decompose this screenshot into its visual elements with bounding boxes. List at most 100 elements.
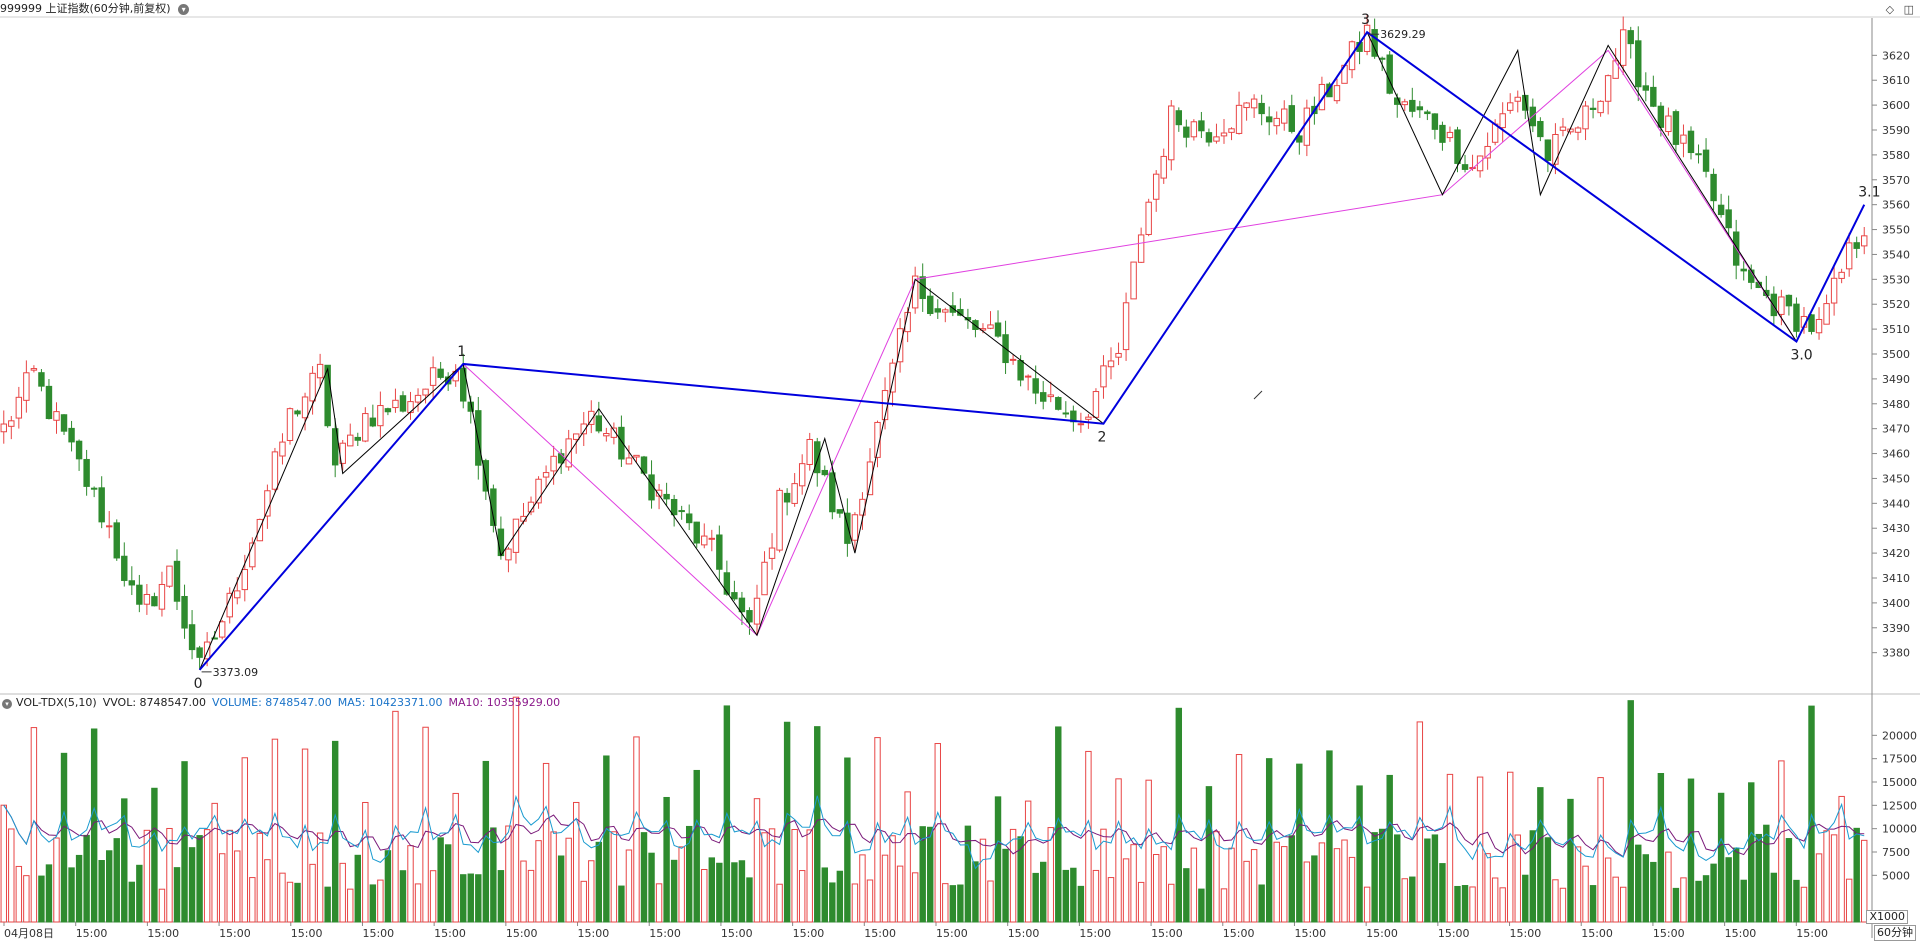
volume-bar xyxy=(979,838,987,923)
volume-bar xyxy=(1303,861,1311,923)
candle-body xyxy=(1077,423,1085,426)
panel-toggle-icon[interactable]: ◫ xyxy=(1903,3,1914,16)
volume-bar xyxy=(527,869,535,923)
candle-body xyxy=(949,305,957,313)
candle-body xyxy=(678,510,685,513)
volume-bar xyxy=(1748,782,1755,923)
volume-bar xyxy=(942,883,949,923)
volume-bar xyxy=(377,879,384,923)
volume-y-tick-label: 17500 xyxy=(1882,753,1917,766)
candle-body xyxy=(1190,121,1198,138)
volume-bar xyxy=(1838,795,1845,923)
diamond-icon[interactable]: ◇ xyxy=(1885,3,1895,16)
candle-body xyxy=(716,534,723,570)
candle-body xyxy=(1702,149,1710,172)
volume-bar xyxy=(1800,886,1808,923)
volume-bar xyxy=(15,865,23,923)
volume-bar xyxy=(166,827,173,923)
x-tick-label: 15:00 xyxy=(1008,927,1040,940)
volume-bar xyxy=(1137,881,1145,923)
volume-bar xyxy=(309,863,316,923)
candle-body xyxy=(1032,378,1039,394)
volume-bar xyxy=(1055,726,1062,923)
volume-bar xyxy=(1702,875,1710,923)
candle-body xyxy=(377,405,384,427)
candle-body xyxy=(1454,129,1461,164)
volume-bar xyxy=(121,798,128,923)
candle-body xyxy=(1582,105,1589,130)
candle-body xyxy=(1281,108,1288,124)
volume-bar xyxy=(866,879,874,923)
candle-body xyxy=(655,489,663,497)
y-tick-label: 3590 xyxy=(1882,124,1910,137)
y-tick-label: 3550 xyxy=(1882,224,1910,237)
candle-body xyxy=(1017,359,1024,381)
volume-bar xyxy=(964,825,972,923)
volume-bar xyxy=(362,801,369,923)
ma10-line xyxy=(3,804,1865,858)
candle-body xyxy=(821,469,828,476)
volume-bar xyxy=(1845,878,1853,923)
candle-body xyxy=(1092,391,1100,418)
volume-bar xyxy=(294,882,301,923)
candle-body xyxy=(731,592,738,600)
candle-body xyxy=(324,364,331,427)
candle-body xyxy=(798,463,806,487)
candle-body xyxy=(934,308,941,313)
volume-bar xyxy=(1484,853,1491,923)
volume-bar xyxy=(1235,754,1243,923)
volume-bar xyxy=(1190,847,1198,923)
volume-bar xyxy=(987,880,994,923)
candle-body xyxy=(693,521,700,544)
volume-bar xyxy=(753,798,761,923)
volume-vvol: VVOL: 8748547.00 xyxy=(102,696,207,709)
volume-bar xyxy=(1168,883,1175,923)
candle-body xyxy=(98,487,105,523)
chevron-down-icon[interactable]: ▾ xyxy=(178,3,190,15)
candle-body xyxy=(1559,126,1567,131)
volume-bar xyxy=(1619,886,1627,923)
candle-body xyxy=(1228,128,1235,133)
candle-body xyxy=(1604,75,1612,102)
price-label: 3373.09 xyxy=(213,666,259,679)
x-tick-label: 15:00 xyxy=(1653,927,1685,940)
candle-body xyxy=(776,489,783,551)
chart-title: 999999 上证指数(60分钟,前复权) xyxy=(0,2,171,15)
candle-body xyxy=(256,518,264,542)
candle-body xyxy=(859,498,866,516)
volume-bar xyxy=(1062,869,1070,923)
volume-bar xyxy=(1552,879,1559,923)
volume-bar xyxy=(550,831,557,923)
volume-bar xyxy=(776,883,783,923)
volume-bar xyxy=(181,761,188,923)
volume-bar xyxy=(392,710,399,923)
volume-bar xyxy=(143,829,151,923)
period-label[interactable]: 60分钟 xyxy=(1874,925,1916,941)
candle-body xyxy=(580,423,587,435)
candle-body xyxy=(1635,40,1642,88)
volume-bar xyxy=(467,873,474,923)
volume-bar xyxy=(301,748,309,923)
volume-bar xyxy=(851,883,859,923)
candle-body xyxy=(1288,105,1295,132)
volume-bar xyxy=(655,883,663,923)
volume-bar xyxy=(1085,750,1092,923)
candle-body xyxy=(1695,153,1702,156)
candle-body xyxy=(53,411,60,421)
volume-bar xyxy=(1431,834,1439,923)
candle-body xyxy=(1220,132,1228,137)
volume-dropdown-icon[interactable]: ▾ xyxy=(2,699,12,709)
volume-bar xyxy=(670,859,678,923)
volume-bar xyxy=(1469,886,1476,923)
volume-bar xyxy=(663,796,670,923)
volume-bar xyxy=(904,791,911,923)
candle-body xyxy=(407,401,414,414)
volume-bar xyxy=(68,867,75,923)
candle-body xyxy=(1303,107,1311,146)
x-tick-label: 15:00 xyxy=(219,927,251,940)
candle-body xyxy=(347,434,354,447)
volume-bar xyxy=(505,825,512,923)
volume-header: ▾ VOL-TDX(5,10) VVOL: 8748547.00 VOLUME: 87… xyxy=(0,695,566,711)
volume-bar xyxy=(949,885,957,923)
volume-bar xyxy=(701,869,708,923)
